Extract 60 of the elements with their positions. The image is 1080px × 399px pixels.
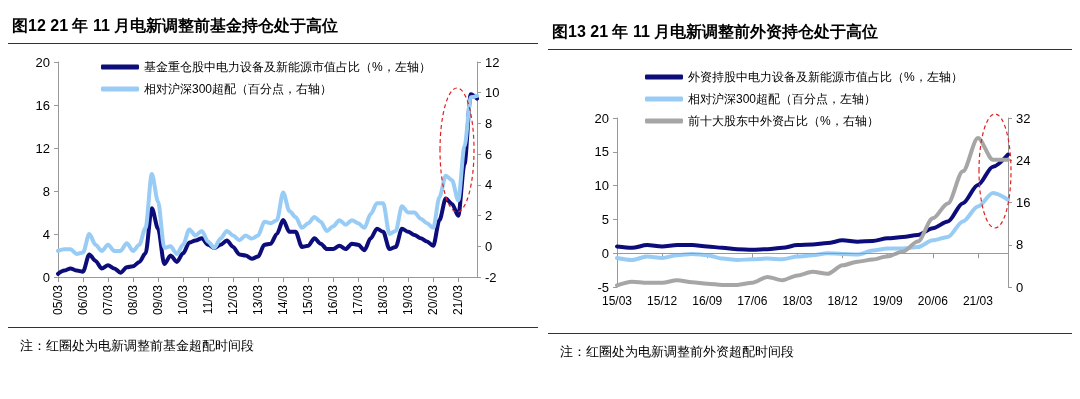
x-tick-label: 15/12 [647,294,678,308]
x-tick-label: 19/03 [401,284,416,316]
y2-tick-label: 16 [1016,195,1031,210]
y-tick-label: 4 [42,226,50,242]
y-tick-label: 0 [42,269,50,285]
x-tick-label: 17/06 [737,294,768,308]
y2-tick-label: 24 [1016,152,1031,168]
x-tick-label: 08/03 [126,284,141,316]
y-tick-label: 20 [35,54,50,70]
x-tick-label: 21/03 [962,294,994,308]
x-tick-label: 15/03 [301,284,316,316]
y2-tick-label: 10 [485,85,500,101]
y2-tick-label: 2 [485,208,493,224]
y-tick-label: 20 [594,110,609,126]
x-tick-label: 05/03 [51,284,65,316]
x-tick-label: 20/06 [917,294,949,308]
y-tick-label: 0 [601,245,609,261]
x-tick-label: 06/03 [76,284,91,316]
x-tick-label: 13/03 [251,284,266,316]
text: 注：红圈处为电新调整前外资超配时间段 [560,343,795,361]
x-tick-label: 20/03 [426,284,441,316]
x-tick-label: 14/03 [276,284,291,316]
x-tick-label: 18/12 [827,294,858,308]
x-tick-label: 16/09 [692,294,723,308]
x-tick-label: 07/03 [101,284,116,316]
chart-title: 图13 21 年 11 月电新调整前外资持仓处于高位 [548,8,1072,50]
y2-tick-label: 12 [485,54,500,70]
chart-title: 图12 21 年 11 月电新调整前基金持仓处于高位 [8,8,538,44]
y-tick-label: -5 [597,279,609,295]
y2-tick-label: 32 [1016,110,1031,126]
x-tick-label: 10/03 [176,284,191,316]
text: 注：红圈处为电新调整前基金超配时间段 [20,337,255,355]
y2-tick-label: 0 [485,238,493,254]
x-tick-label: 17/03 [351,284,366,316]
y2-tick-label: 0 [1016,279,1024,295]
y2-tick-label: -2 [485,269,497,285]
x-tick-label: 16/03 [326,284,341,316]
x-tick-label: 19/09 [872,294,904,308]
y2-tick-label: 8 [1016,237,1024,253]
x-tick-label: 21/03 [451,284,466,316]
y2-tick-label: 8 [485,115,493,131]
y2-tick-label: 6 [485,146,493,162]
legend-label: 相对沪深300超配（百分点，左轴） [688,92,877,106]
y2-tick-label: 4 [485,177,493,193]
legend-label: 相对沪深300超配（百分点，右轴） [144,82,333,96]
y-tick-label: 8 [42,183,50,199]
x-tick-label: 12/03 [226,284,241,316]
x-tick-label: 18/03 [782,294,813,308]
legend-label: 基金重仓股中电力设备及新能源市值占比（%，左轴） [144,60,431,74]
x-tick-label: 11/03 [201,284,216,315]
legend-label: 外资持股中电力设备及新能源市值占比（%，左轴） [688,70,963,84]
x-tick-label: 15/03 [601,294,633,308]
x-tick-label: 09/03 [151,284,166,316]
y-tick-label: 5 [601,211,609,227]
x-tick-label: 18/03 [376,284,391,316]
y-tick-label: 10 [594,178,609,194]
y-tick-label: 16 [35,97,50,113]
y-tick-label: 15 [594,144,609,160]
legend-label: 前十大股东中外资占比（%，右轴） [688,114,879,128]
y-tick-label: 12 [35,140,50,156]
